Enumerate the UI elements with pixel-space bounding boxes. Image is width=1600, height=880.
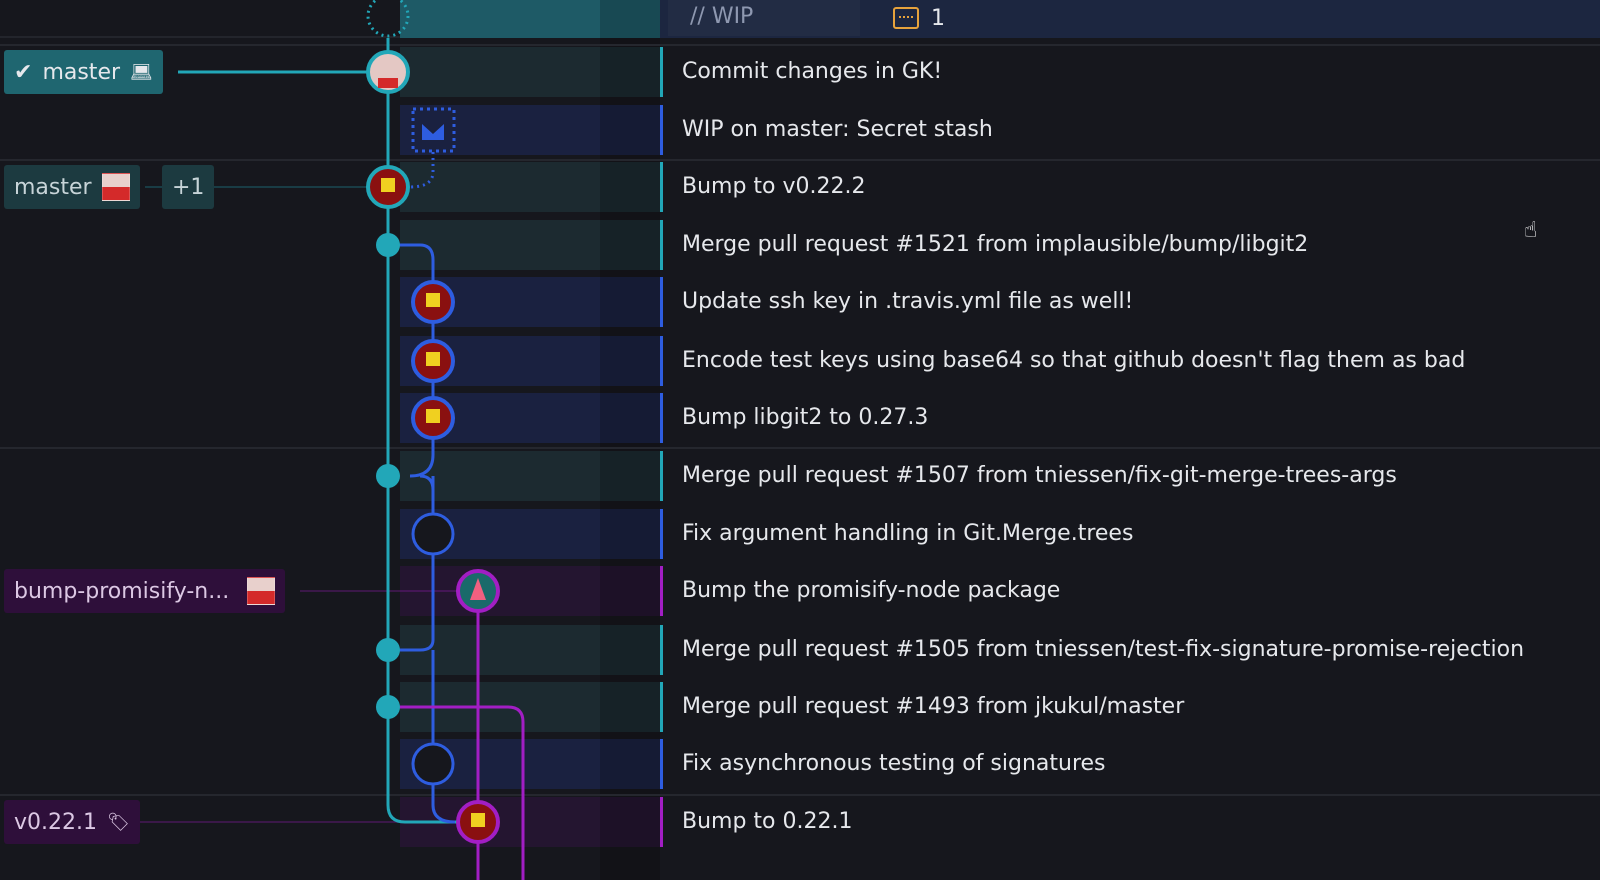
- stash-icon: [422, 124, 444, 140]
- commit-message[interactable]: Update ssh key in .travis.yml file as we…: [660, 277, 1133, 327]
- commit-message[interactable]: WIP on master: Secret stash: [660, 105, 993, 155]
- commit-node: [411, 512, 455, 556]
- branch-label-master-local[interactable]: ✔ master 💻︎: [4, 50, 163, 94]
- branch-name: master: [42, 59, 121, 85]
- commit-row-graph-cell[interactable]: [400, 451, 660, 501]
- tag-icon: 🏷︎: [107, 811, 130, 833]
- avatar: [247, 577, 276, 605]
- wip-message-input[interactable]: // WIP: [668, 0, 860, 36]
- commit-row-graph-cell[interactable]: [400, 625, 660, 675]
- more-refs-badge[interactable]: +1: [162, 165, 215, 209]
- wip-count-value: 1: [931, 5, 945, 31]
- commit-message[interactable]: Merge pull request #1505 from tniessen/t…: [660, 625, 1524, 675]
- branch-name: bump-promisify-n...: [14, 578, 230, 604]
- graph-header: // WIP 1: [0, 0, 1600, 38]
- commit-message[interactable]: Merge pull request #1521 from implausibl…: [660, 220, 1308, 270]
- commit-message[interactable]: Fix argument handling in Git.Merge.trees: [660, 509, 1133, 559]
- checkmark-icon: ✔: [14, 59, 33, 85]
- commit-message[interactable]: Fix asynchronous testing of signatures: [660, 739, 1106, 789]
- wip-file-count[interactable]: 1: [893, 4, 945, 32]
- branch-label-bump-promisify[interactable]: bump-promisify-n...: [4, 569, 286, 613]
- tag-name: v0.22.1: [14, 809, 97, 835]
- commit-row-graph-cell[interactable]: [400, 47, 660, 97]
- commit-row-graph-cell[interactable]: [400, 566, 660, 616]
- merge-node: [376, 695, 400, 719]
- commit-message[interactable]: Bump to v0.22.2: [660, 162, 866, 212]
- commit-message[interactable]: Bump the promisify-node package: [660, 566, 1060, 616]
- hand-cursor-icon: ☝: [1524, 218, 1538, 243]
- commit-node: [411, 742, 455, 786]
- branch-label-master-remote[interactable]: master: [4, 165, 140, 209]
- divider: [0, 44, 1600, 46]
- branch-name: master: [14, 174, 92, 200]
- avatar-nodes: [366, 50, 500, 844]
- avatar: [101, 173, 130, 201]
- divider: [0, 159, 1600, 161]
- commit-message[interactable]: Bump libgit2 to 0.27.3: [660, 393, 928, 443]
- file-changes-icon: [893, 7, 919, 29]
- commit-message[interactable]: Encode test keys using base64 so that gi…: [660, 336, 1465, 386]
- tag-label-v0-22-1[interactable]: v0.22.1 🏷︎: [4, 800, 140, 844]
- commit-message[interactable]: Merge pull request #1493 from jkukul/mas…: [660, 682, 1184, 732]
- commit-row-graph-cell[interactable]: [400, 162, 660, 212]
- divider: [0, 447, 1600, 449]
- commit-row-graph-cell[interactable]: [400, 220, 660, 270]
- commit-message[interactable]: Commit changes in GK!: [660, 47, 942, 97]
- merge-node: [376, 638, 400, 662]
- laptop-icon: 💻︎: [130, 61, 153, 83]
- wip-graph-cell[interactable]: [400, 0, 660, 38]
- merge-node: [376, 233, 400, 257]
- commit-message[interactable]: Merge pull request #1507 from tniessen/f…: [660, 451, 1397, 501]
- commit-message[interactable]: Bump to 0.22.1: [660, 797, 852, 847]
- divider: [0, 794, 1600, 796]
- merge-node: [376, 464, 400, 488]
- column-divider-shade: [600, 0, 660, 880]
